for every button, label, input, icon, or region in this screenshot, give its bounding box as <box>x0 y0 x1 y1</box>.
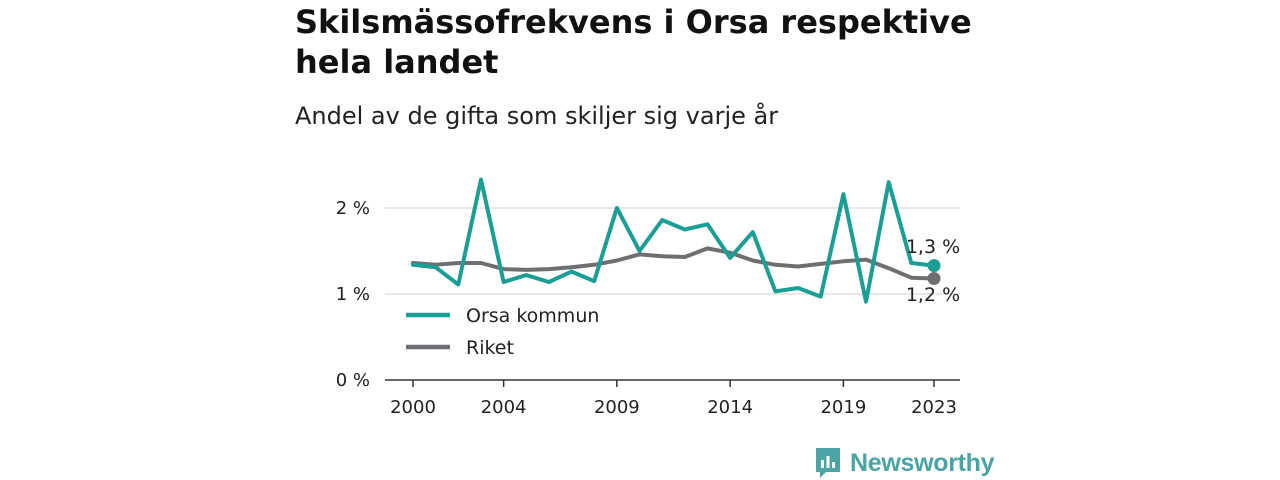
end-label-orsa: 1,3 % <box>906 236 960 258</box>
grid-lines: 0 % 1 % 2 % <box>336 198 960 391</box>
x-tick-label: 2009 <box>594 397 640 418</box>
chart-subtitle: Andel av de gifta som skiljer sig varje … <box>295 102 779 130</box>
x-tick-label: 2014 <box>707 397 753 418</box>
legend-label: Riket <box>466 337 514 359</box>
series-lines <box>411 177 941 304</box>
x-tick-label: 2004 <box>481 397 527 418</box>
series-end-point <box>927 259 941 273</box>
end-labels: 1,3 % 1,2 % <box>906 236 960 306</box>
y-tick-label: 2 % <box>336 198 370 219</box>
series-end-point <box>927 272 941 286</box>
y-tick-label: 0 % <box>336 370 370 391</box>
brand-name: Newsworthy <box>850 448 995 477</box>
chart-title: Skilsmässofrekvens i Orsa respektive hel… <box>295 3 972 81</box>
series-line-orsa <box>411 177 936 304</box>
x-axis: 2000 2004 2009 2014 2019 2023 <box>385 379 960 418</box>
legend-label: Orsa kommun <box>466 305 599 327</box>
legend: Orsa kommun Riket <box>406 305 599 359</box>
x-tick-label: 2023 <box>911 397 957 418</box>
y-tick-label: 1 % <box>336 284 370 305</box>
x-tick-label: 2019 <box>820 397 866 418</box>
x-tick-label: 2000 <box>390 397 436 418</box>
brand-logo: Newsworthy <box>814 446 995 480</box>
newsworthy-logo-icon <box>816 448 840 478</box>
end-label-riket: 1,2 % <box>906 284 960 306</box>
